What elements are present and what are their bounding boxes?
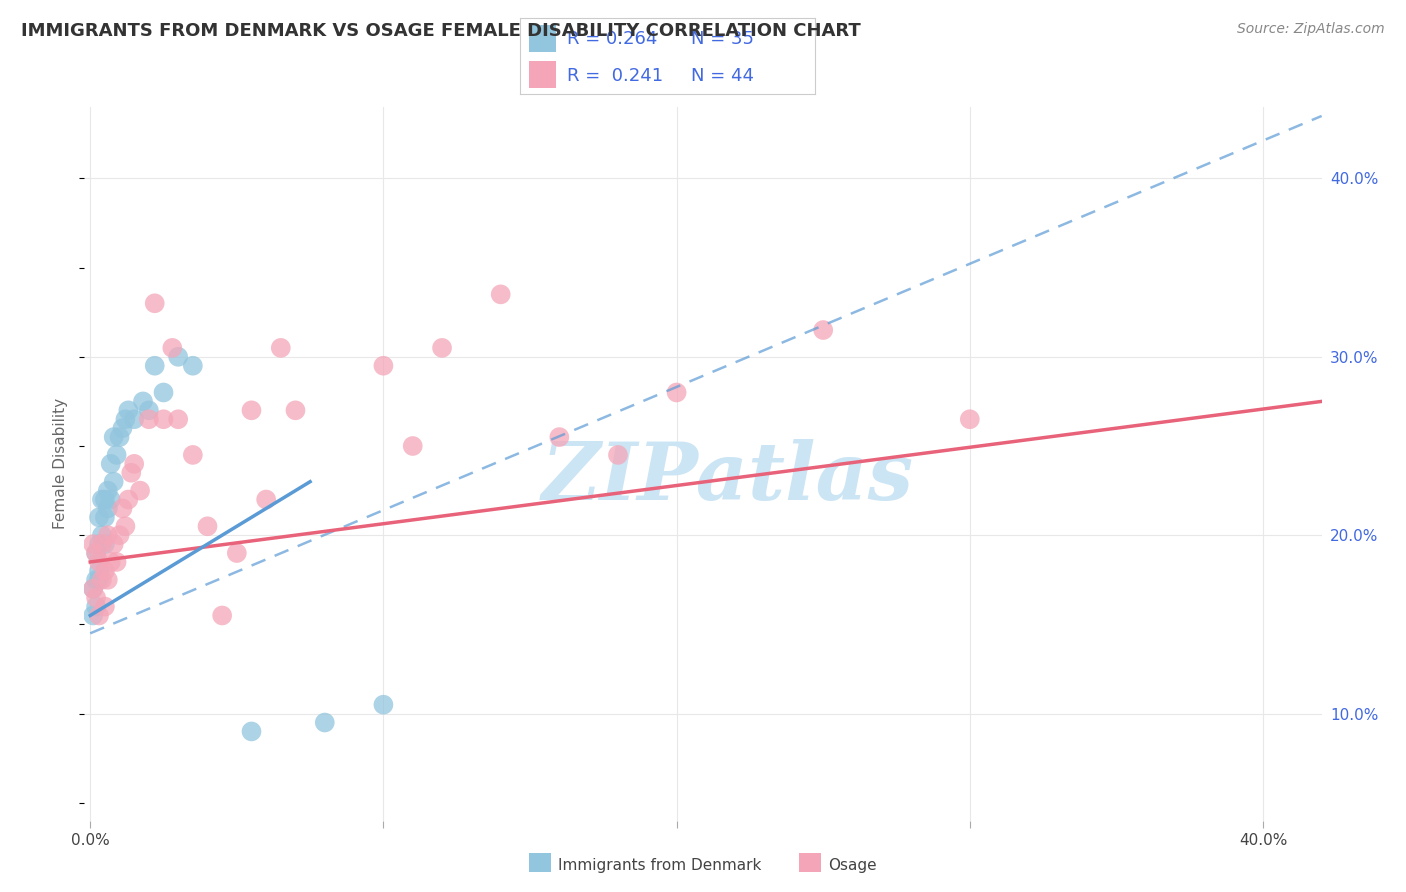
Bar: [529, 26, 555, 52]
Point: [430, 341, 453, 355]
Point: [94, 537, 117, 551]
Point: [103, 475, 125, 489]
Point: [143, 296, 166, 310]
Point: [91, 528, 114, 542]
Point: [94, 599, 117, 614]
Point: [82, 537, 104, 551]
Text: N = 44: N = 44: [692, 67, 755, 85]
Point: [167, 350, 190, 364]
Text: Osage: Osage: [828, 858, 877, 872]
Point: [120, 466, 142, 480]
Point: [91, 537, 114, 551]
Point: [87, 573, 110, 587]
Point: [548, 430, 571, 444]
Text: ZIPatlas: ZIPatlas: [541, 440, 914, 516]
Point: [87, 608, 110, 623]
Point: [138, 403, 160, 417]
Text: R =  0.241: R = 0.241: [568, 67, 664, 85]
Point: [87, 510, 110, 524]
Point: [665, 385, 688, 400]
Point: [87, 564, 110, 578]
Point: [373, 359, 395, 373]
Text: Source: ZipAtlas.com: Source: ZipAtlas.com: [1237, 22, 1385, 37]
Point: [100, 492, 122, 507]
Point: [84, 591, 107, 605]
Point: [94, 564, 117, 578]
Point: [94, 510, 117, 524]
Point: [162, 341, 184, 355]
Point: [197, 519, 219, 533]
Point: [100, 555, 122, 569]
Point: [94, 492, 117, 507]
Point: [82, 582, 104, 596]
Point: [87, 555, 110, 569]
Point: [314, 715, 336, 730]
Point: [122, 457, 145, 471]
Point: [270, 341, 292, 355]
Point: [373, 698, 395, 712]
Point: [129, 483, 152, 498]
Point: [97, 483, 120, 498]
Text: R = 0.264: R = 0.264: [568, 30, 658, 48]
Text: N = 35: N = 35: [692, 30, 755, 48]
Point: [254, 492, 277, 507]
Bar: [529, 61, 555, 87]
Text: IMMIGRANTS FROM DENMARK VS OSAGE FEMALE DISABILITY CORRELATION CHART: IMMIGRANTS FROM DENMARK VS OSAGE FEMALE …: [21, 22, 860, 40]
Point: [82, 608, 104, 623]
Point: [181, 448, 204, 462]
Point: [138, 412, 160, 426]
Point: [117, 492, 139, 507]
Point: [97, 573, 120, 587]
Point: [111, 501, 134, 516]
Point: [225, 546, 247, 560]
Text: Immigrants from Denmark: Immigrants from Denmark: [558, 858, 762, 872]
Point: [100, 457, 122, 471]
Point: [959, 412, 981, 426]
Point: [84, 599, 107, 614]
Point: [607, 448, 630, 462]
Point: [132, 394, 155, 409]
Point: [108, 430, 131, 444]
Point: [82, 582, 104, 596]
Point: [181, 359, 204, 373]
Point: [84, 546, 107, 560]
Point: [152, 385, 174, 400]
Point: [103, 430, 125, 444]
Point: [91, 492, 114, 507]
Point: [103, 537, 125, 551]
Point: [108, 528, 131, 542]
Point: [143, 359, 166, 373]
Point: [97, 501, 120, 516]
Point: [240, 403, 263, 417]
Y-axis label: Female Disability: Female Disability: [53, 398, 69, 530]
Point: [84, 546, 107, 560]
Point: [167, 412, 190, 426]
Point: [489, 287, 512, 301]
Point: [152, 412, 174, 426]
Point: [114, 412, 136, 426]
Point: [105, 555, 128, 569]
Point: [117, 403, 139, 417]
Point: [284, 403, 307, 417]
Point: [84, 573, 107, 587]
Point: [122, 412, 145, 426]
Point: [87, 537, 110, 551]
Point: [811, 323, 834, 337]
Point: [211, 608, 233, 623]
Point: [105, 448, 128, 462]
Point: [240, 724, 263, 739]
Point: [114, 519, 136, 533]
Point: [111, 421, 134, 435]
Point: [402, 439, 425, 453]
Point: [97, 528, 120, 542]
Point: [91, 573, 114, 587]
